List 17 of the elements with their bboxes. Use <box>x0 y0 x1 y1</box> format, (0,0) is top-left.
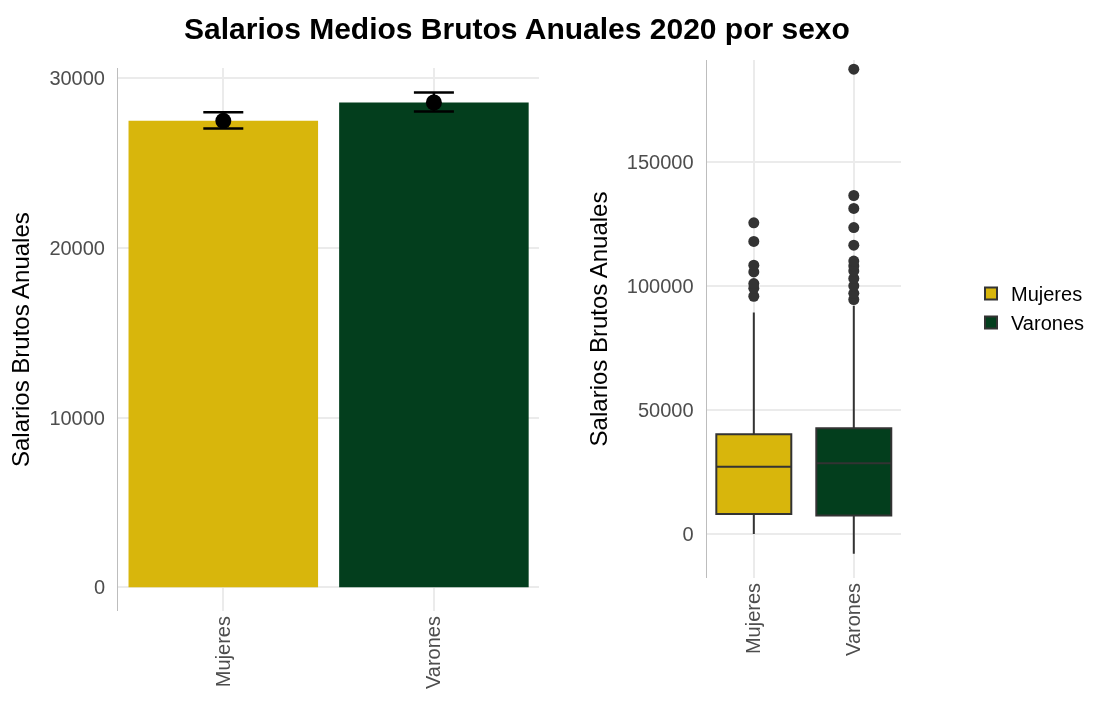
y-tick-label: 20000 <box>49 237 105 260</box>
x-tick-label: Varones <box>422 616 445 690</box>
legend-label: Varones <box>1011 312 1085 335</box>
y-tick-label: 10000 <box>49 406 105 429</box>
y-axis-title: Salarios Brutos Anuales <box>584 191 612 447</box>
y-tick-label: 30000 <box>49 67 105 90</box>
x-tick-label: Mujeres <box>211 616 234 688</box>
y-tick-label: 150000 <box>626 150 694 173</box>
legend-label: Mujeres <box>1011 283 1083 306</box>
y-tick-label: 100000 <box>626 274 694 297</box>
x-tick-label: Mujeres <box>742 582 765 655</box>
y-tick-label: 0 <box>682 523 694 546</box>
chart-title: Salarios Medios Brutos Anuales 2020 por sexo <box>184 11 850 45</box>
x-tick-label: Varones <box>842 582 865 656</box>
y-tick-label: 0 <box>93 576 105 599</box>
y-tick-label: 50000 <box>637 398 694 421</box>
y-axis-title: Salarios Brutos Anuales <box>7 212 35 468</box>
